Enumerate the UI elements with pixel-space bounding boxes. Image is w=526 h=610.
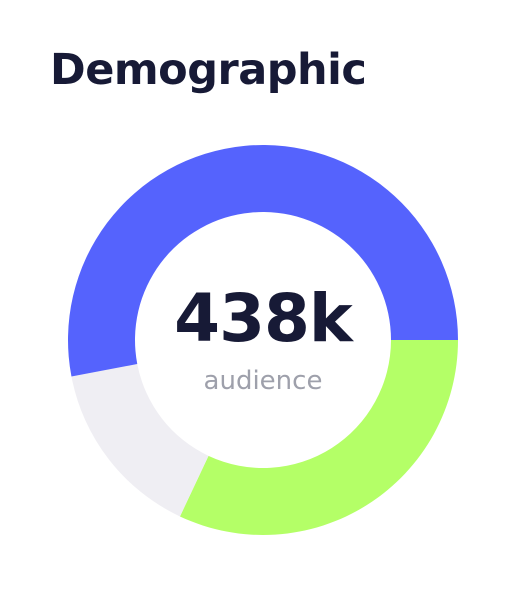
audience-total: 438k — [174, 280, 353, 357]
donut-slices — [68, 145, 459, 535]
donut-slice-3 — [68, 145, 458, 377]
donut-chart — [68, 145, 459, 535]
donut-slice-2 — [71, 363, 209, 517]
card-title: Demographic — [50, 45, 367, 95]
donut-slice-1 — [179, 340, 459, 535]
audience-label: audience — [203, 366, 323, 396]
